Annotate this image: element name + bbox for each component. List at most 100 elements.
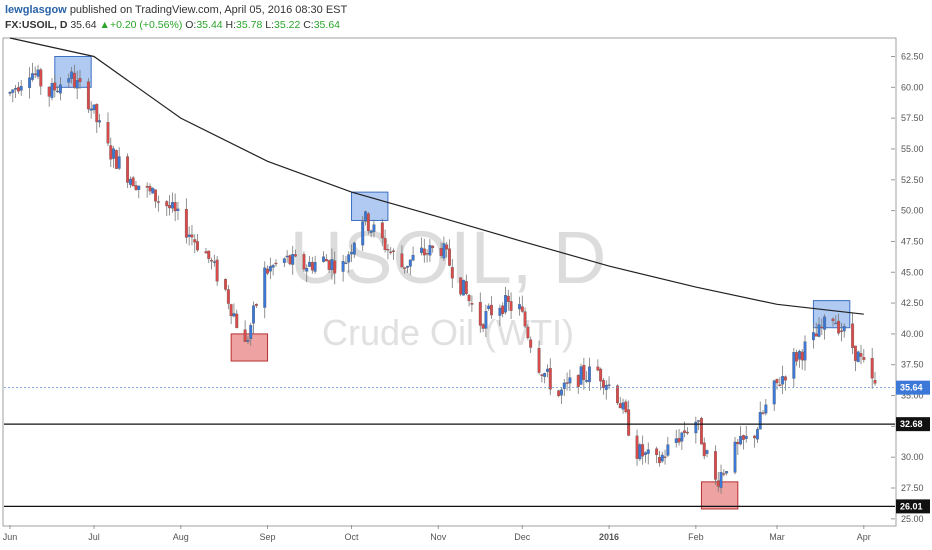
y-tick-label: 25.00: [901, 514, 924, 524]
candle-body: [268, 266, 272, 272]
candle-body: [67, 78, 71, 83]
candle-body: [459, 277, 463, 295]
ohlc-line: FX:USOIL, D 35.64 ▲+0.20 (+0.56%) O:35.4…: [5, 19, 340, 31]
candle-body: [602, 380, 605, 388]
level-tag-bg: [896, 499, 930, 514]
candle-body: [599, 368, 603, 382]
candle-body: [70, 71, 74, 79]
candle-body: [627, 409, 631, 436]
candle-body: [783, 376, 787, 381]
x-tick-label: Aug: [173, 532, 189, 542]
candle-body: [28, 77, 32, 88]
candle-body: [873, 380, 877, 384]
candle-body: [498, 307, 502, 316]
level-tag: 32.68: [900, 419, 923, 429]
candle-body: [666, 444, 670, 456]
candle-body: [422, 248, 426, 256]
candle-body: [428, 245, 432, 256]
candle-body: [243, 329, 247, 342]
candle-body: [733, 441, 737, 473]
candle-body: [781, 376, 785, 385]
candle-body: [467, 294, 471, 302]
watermark-symbol: USOIL, D: [290, 216, 607, 299]
candle-body: [8, 92, 12, 94]
candle-body: [229, 304, 233, 317]
candle-body: [755, 429, 759, 440]
blue-highlight-box: [812, 300, 851, 329]
candle-body: [484, 311, 488, 329]
level-tag-bg: [896, 417, 930, 432]
candle-body: [154, 189, 158, 202]
candle-body: [677, 438, 681, 443]
highlight-boxes: [54, 55, 851, 510]
candle-body: [576, 375, 580, 387]
candle-body: [518, 304, 521, 310]
y-tick-label: 30.00: [901, 452, 924, 462]
candle-body: [327, 260, 331, 270]
candle-body: [333, 260, 337, 274]
author-link[interactable]: lewglasgow: [5, 4, 67, 16]
candle-body: [271, 265, 275, 268]
candle-body: [803, 341, 807, 361]
moving-average-line: [9, 37, 864, 315]
candle-body: [308, 261, 311, 267]
candle-body: [137, 185, 141, 190]
candle-body: [285, 255, 289, 258]
moving-average: [9, 37, 864, 315]
horizontal-levels: 35.64 32.68 26.01: [4, 380, 930, 514]
candle-body: [310, 262, 314, 271]
y-tick-label: 35.00: [901, 391, 924, 401]
candle-body: [131, 177, 135, 187]
candle-body: [509, 301, 513, 311]
candle-body: [800, 351, 804, 361]
candle-body: [78, 78, 82, 83]
candle-body: [657, 457, 661, 464]
candle-body: [820, 326, 824, 329]
y-tick-label: 60.00: [901, 82, 924, 92]
candle-body: [291, 254, 295, 265]
y-tick-label: 57.50: [901, 113, 924, 123]
candle-body: [859, 353, 863, 357]
candle-body: [369, 230, 373, 233]
symbol-label[interactable]: FX:USOIL, D: [5, 19, 68, 31]
candle-body: [151, 187, 155, 194]
candle-body: [235, 313, 239, 329]
candle-body: [851, 323, 855, 348]
candle-body: [478, 302, 482, 326]
x-tick-label: Apr: [857, 532, 871, 542]
candle-body: [736, 441, 740, 445]
open-value: 35.44: [196, 19, 223, 31]
candle-body: [660, 454, 664, 462]
candle-body: [641, 444, 645, 457]
candle-body: [249, 325, 253, 340]
candle-body: [856, 351, 860, 363]
publish-line: lewglasgow published on TradingView.com,…: [5, 4, 347, 16]
candle-body: [89, 108, 93, 111]
x-tick-label: 2016: [599, 532, 619, 542]
candle-body: [364, 211, 367, 222]
candle-body: [741, 435, 745, 440]
candle-body: [75, 80, 79, 89]
candle-body: [207, 250, 211, 259]
candle-body: [792, 352, 796, 379]
last-price-tag: 35.64: [900, 383, 923, 393]
close-label: C:: [303, 19, 314, 31]
candle-body: [697, 420, 701, 422]
candle-body: [173, 202, 177, 212]
candle-body: [266, 268, 269, 274]
y-tick-label: 27.50: [901, 483, 924, 493]
watermark: USOIL, D Crude Oil (WTI): [290, 216, 607, 353]
candle-body: [744, 435, 748, 439]
candle-body: [520, 306, 524, 312]
candle-body: [739, 436, 743, 445]
candle-body: [263, 267, 267, 308]
candle-body: [53, 82, 57, 91]
y-tick-label: 42.50: [901, 298, 924, 308]
candle-body: [753, 435, 757, 439]
candle-body: [322, 256, 325, 262]
candle-body: [109, 145, 113, 160]
candle-body: [842, 326, 846, 332]
candle-body: [674, 438, 678, 443]
candle-body: [462, 279, 465, 296]
